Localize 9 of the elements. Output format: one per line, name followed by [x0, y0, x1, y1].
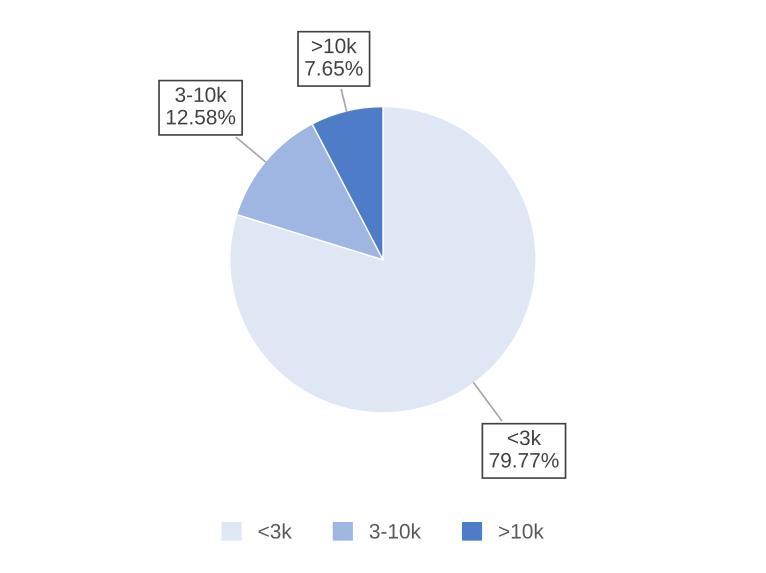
legend-label: <3k [258, 523, 292, 539]
data-label: 12.58% [166, 110, 236, 125]
slice-label: 3-10k [175, 86, 227, 102]
legend-label: >10k [499, 523, 544, 539]
slice-label: <3k [508, 430, 542, 446]
slice-label: >10k [312, 38, 357, 54]
data-label: 79.77% [490, 452, 559, 468]
legend-label: 3-10k [370, 523, 422, 539]
data-label: 7.65% [305, 60, 363, 76]
